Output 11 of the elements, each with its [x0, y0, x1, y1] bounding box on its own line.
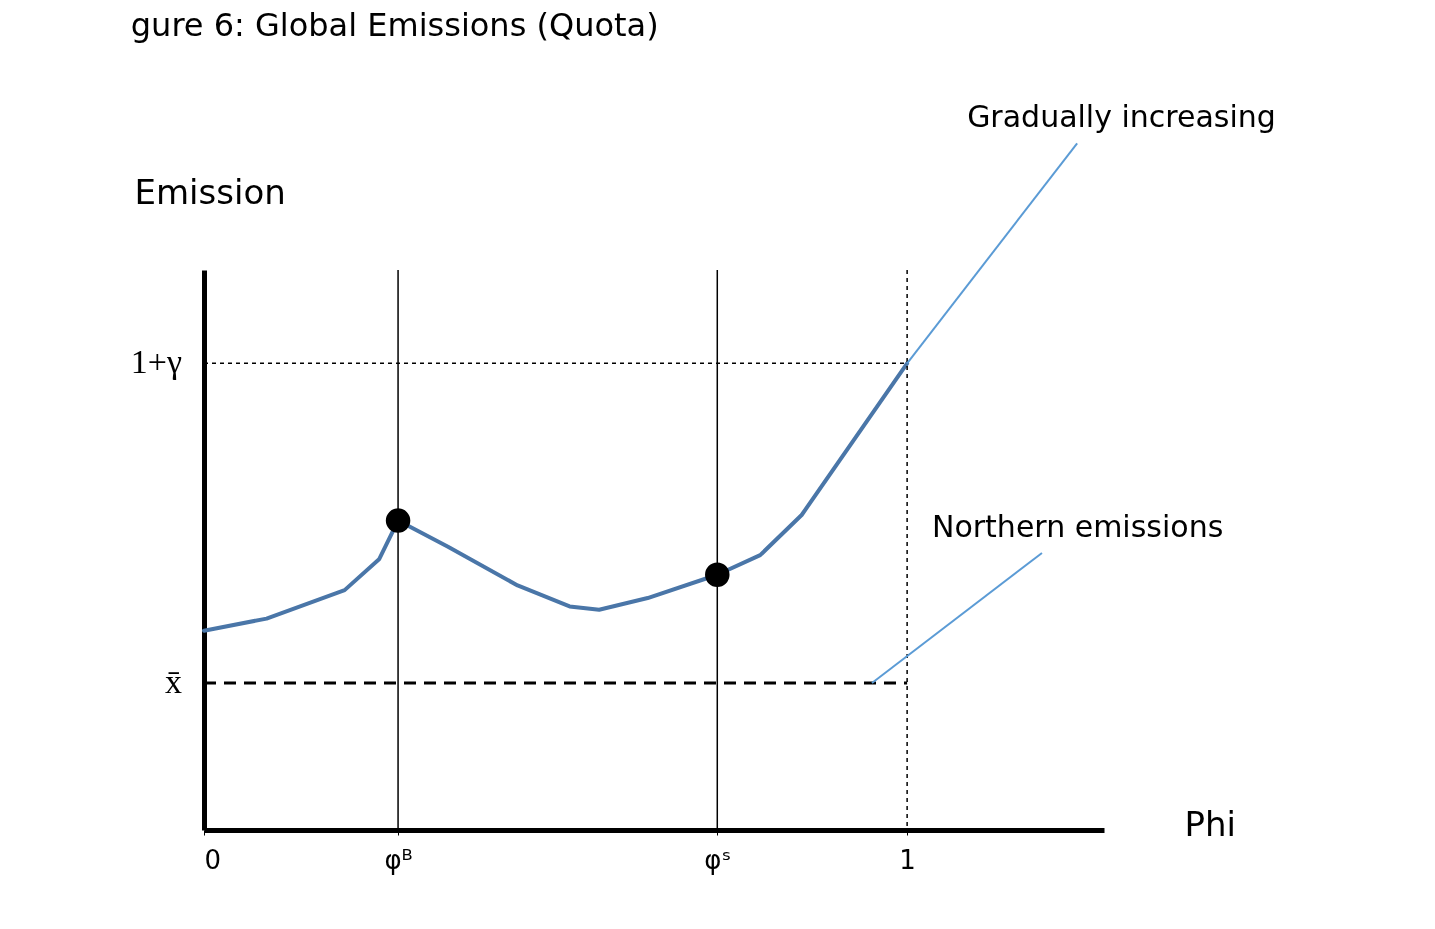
- x-tick-label: 1: [899, 844, 916, 875]
- x-tick-label: φᴮ: [384, 844, 413, 875]
- annotation: Gradually increasing: [967, 99, 1276, 135]
- annotation: Northern emissions: [931, 509, 1224, 544]
- chart-title: gure 6: Global Emissions (Quota): [130, 6, 659, 45]
- x-tick-label: φˢ: [704, 844, 732, 875]
- y-axis-title: Emission: [134, 171, 286, 212]
- x-axis-title: Phi: [1184, 803, 1236, 844]
- x-tick-label: 0: [204, 844, 222, 875]
- ref-line-label: x̄: [165, 663, 182, 700]
- ref-line-label: 1+γ: [130, 343, 182, 381]
